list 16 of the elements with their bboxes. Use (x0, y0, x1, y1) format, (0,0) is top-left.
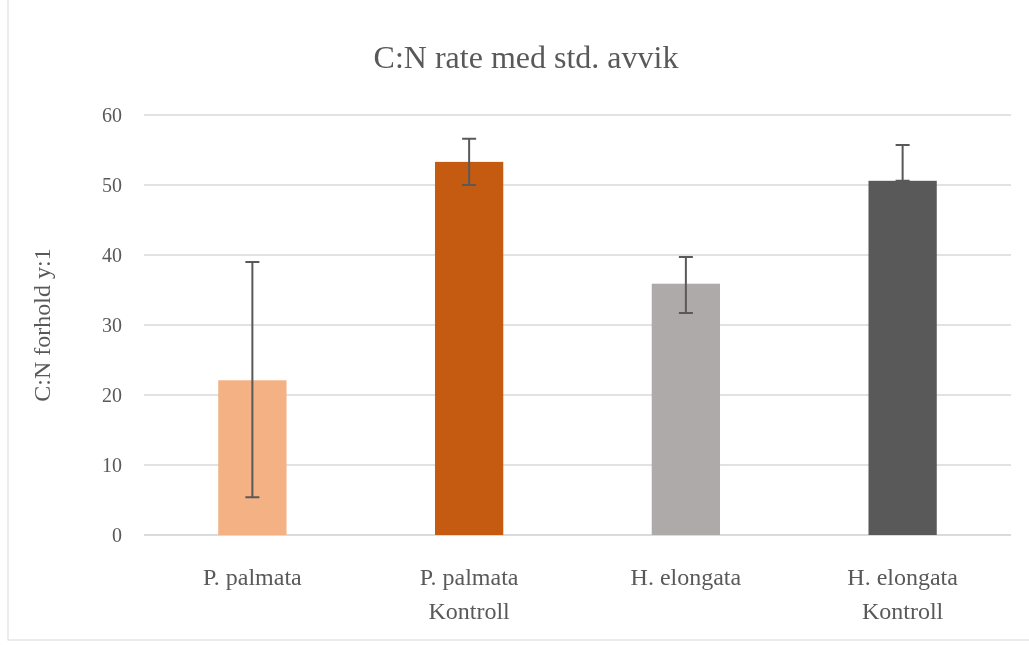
y-tick-label: 40 (102, 243, 122, 266)
bar (434, 161, 504, 535)
y-tick-label: 0 (112, 523, 122, 546)
bar (651, 283, 721, 535)
x-tick-label: P. palmata Kontroll (419, 564, 519, 624)
y-tick-label: 50 (102, 173, 122, 196)
chart-title: C:N rate med std. avvik (373, 39, 679, 75)
y-tick-label: 10 (102, 453, 122, 476)
x-tick-label: P. palmata (203, 564, 303, 590)
bar (218, 380, 287, 535)
y-tick-label: 60 (102, 103, 122, 126)
y-axis-title: C:N forhold y:1 (29, 248, 55, 402)
x-tick-label: H. elongata Kontroll (847, 564, 959, 624)
y-tick-label: 30 (102, 313, 122, 336)
y-tick-label: 20 (102, 383, 122, 406)
x-tick-label: H. elongata (630, 564, 742, 590)
